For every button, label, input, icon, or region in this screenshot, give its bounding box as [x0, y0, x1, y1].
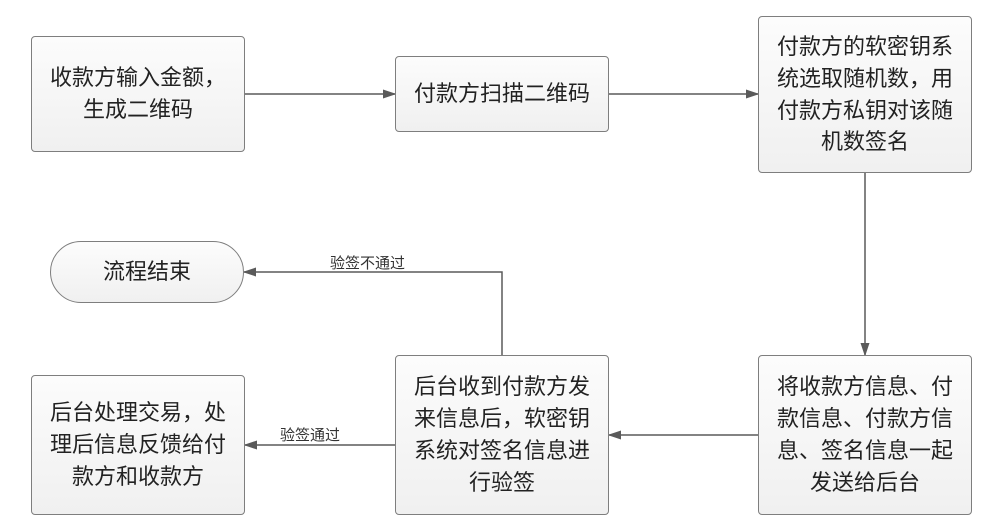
node-n4: 将收款方信息、付款信息、付款方信息、签名信息一起发送给后台 [758, 355, 972, 515]
node-n3-label: 付款方的软密钥系统选取随机数，用付款方私钥对该随机数签名 [769, 31, 961, 159]
node-n1: 收款方输入金额，生成二维码 [31, 36, 245, 152]
edge-e6-label: 验签不通过 [330, 252, 405, 273]
node-n5: 后台收到付款方发来信息后，软密钥系统对签名信息进行验签 [395, 355, 609, 515]
node-n5-label: 后台收到付款方发来信息后，软密钥系统对签名信息进行验签 [406, 371, 598, 499]
node-n6-label: 后台处理交易，处理后信息反馈给付款方和收款方 [42, 397, 234, 493]
node-n7: 流程结束 [50, 241, 244, 303]
node-n2: 付款方扫描二维码 [395, 56, 609, 132]
node-n3: 付款方的软密钥系统选取随机数，用付款方私钥对该随机数签名 [758, 16, 972, 173]
node-n6: 后台处理交易，处理后信息反馈给付款方和收款方 [31, 375, 245, 515]
node-n4-label: 将收款方信息、付款信息、付款方信息、签名信息一起发送给后台 [769, 371, 961, 499]
edge-e6 [244, 272, 502, 355]
edge-e5-label: 验签通过 [280, 424, 340, 445]
flowchart-stage: 收款方输入金额，生成二维码 付款方扫描二维码 付款方的软密钥系统选取随机数，用付款方… [0, 0, 1000, 531]
node-n2-label: 付款方扫描二维码 [414, 78, 590, 110]
node-n7-label: 流程结束 [103, 256, 191, 288]
node-n1-label: 收款方输入金额，生成二维码 [42, 62, 234, 126]
